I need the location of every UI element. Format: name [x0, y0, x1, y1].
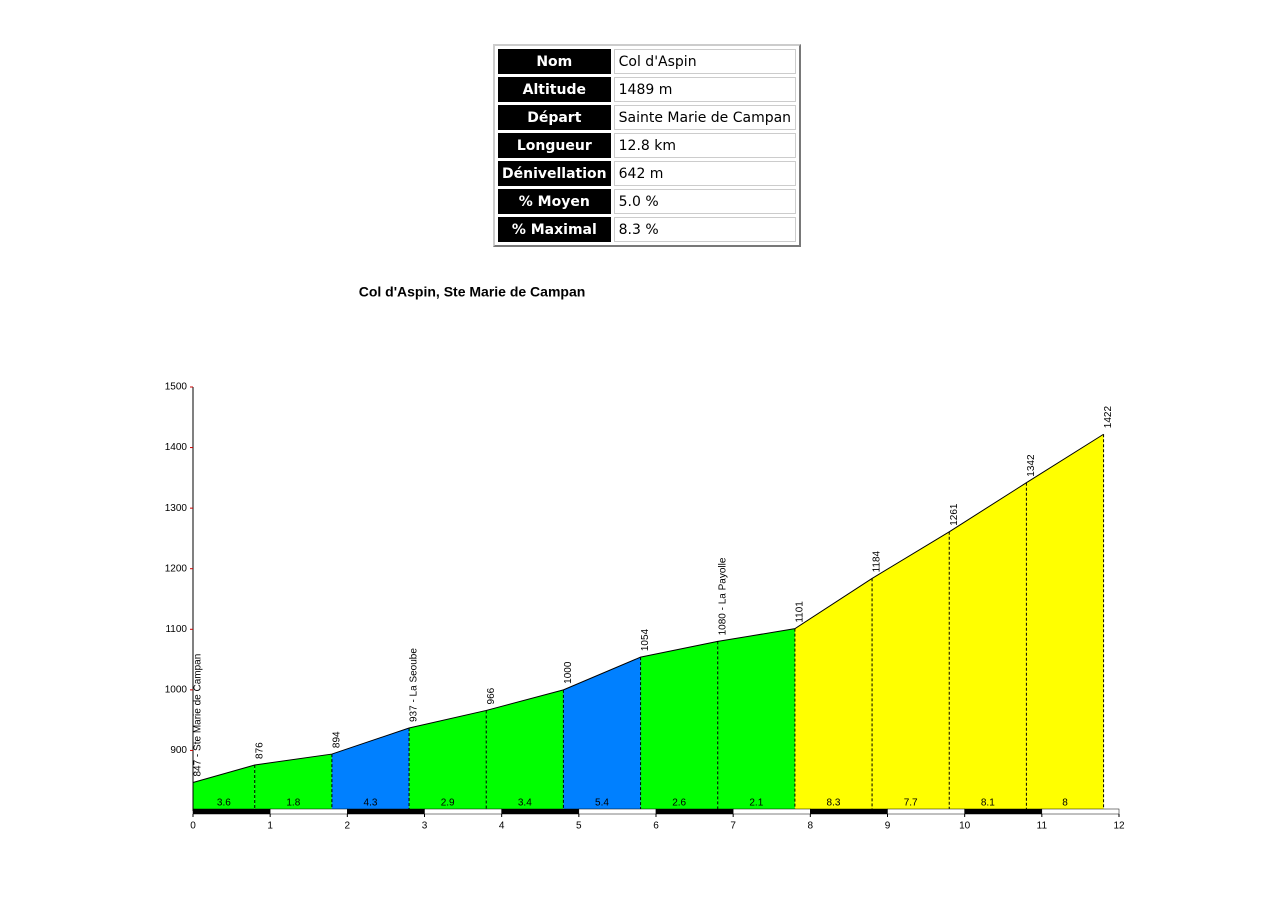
segment — [640, 641, 718, 811]
segment — [563, 657, 641, 811]
segment — [254, 754, 332, 811]
segment — [717, 628, 795, 811]
gradient-label: 3.4 — [518, 798, 532, 809]
x-tick-label: 3 — [422, 821, 428, 832]
x-tick-label: 9 — [885, 821, 891, 832]
segment — [949, 482, 1027, 811]
km-strip — [732, 808, 811, 815]
row-label: Longueur — [498, 133, 611, 158]
segment — [794, 578, 873, 811]
x-tick-label: 8 — [808, 821, 814, 832]
x-tick-label: 11 — [1037, 821, 1048, 832]
point-label: 876 — [254, 742, 265, 759]
x-tick-label: 12 — [1113, 821, 1125, 832]
gradient-label: 2.1 — [749, 798, 763, 809]
y-tick-label: 1500 — [165, 382, 188, 393]
km-strip — [192, 808, 271, 815]
row-label: % Maximal — [498, 217, 611, 242]
gradient-label: 2.9 — [441, 798, 455, 809]
row-label: Départ — [498, 105, 611, 130]
km-strip — [887, 808, 965, 815]
info-table: Nom Col d'Aspin Altitude 1489 m Départ Sainte… — [493, 44, 802, 247]
table-row: Départ Sainte Marie de Campan — [498, 105, 797, 130]
table-row: Nom Col d'Aspin — [498, 49, 797, 74]
y-tick-label: 1100 — [165, 624, 187, 635]
row-value: 12.8 km — [613, 133, 797, 158]
y-tick-label: 1000 — [165, 684, 188, 695]
km-strip — [655, 808, 734, 815]
profile-line — [192, 433, 1104, 784]
point-label: 894 — [332, 731, 343, 748]
chart-title: Col d'Aspin, Ste Marie de Campan — [359, 284, 586, 300]
km-strip — [964, 808, 1043, 815]
km-strip — [347, 808, 425, 815]
gradient-label: 5.4 — [595, 798, 609, 809]
row-value: 642 m — [613, 161, 797, 186]
row-value: 1489 m — [613, 77, 797, 102]
row-value: 8.3 % — [613, 217, 797, 242]
x-tick-label: 6 — [653, 821, 659, 832]
segment — [1026, 434, 1104, 811]
point-label: 937 - La Seoube — [409, 648, 420, 722]
segment — [872, 531, 950, 811]
gradient-label: 8.3 — [827, 798, 841, 809]
row-value: Sainte Marie de Campan — [613, 105, 797, 130]
x-tick-label: 7 — [730, 821, 736, 832]
table-row: Altitude 1489 m — [498, 77, 797, 102]
x-tick-label: 0 — [190, 821, 196, 832]
point-label: 1000 — [563, 661, 574, 684]
x-tick-label: 4 — [499, 821, 505, 832]
gradient-label: 7.7 — [904, 798, 918, 809]
segment — [331, 728, 410, 811]
row-label: Nom — [498, 49, 611, 74]
gradient-label: 3.6 — [217, 798, 231, 809]
point-label: 1101 — [795, 601, 806, 623]
point-label: 1184 — [872, 550, 883, 572]
gradient-label: 8.1 — [981, 798, 995, 809]
km-strip — [810, 808, 888, 815]
y-tick-label: 1400 — [165, 442, 188, 453]
km-strip — [424, 808, 502, 815]
table-row: % Moyen 5.0 % — [498, 189, 797, 214]
point-label: 1054 — [640, 628, 651, 651]
km-strip — [578, 808, 657, 815]
point-label: 847 - Ste Marie de Campan — [193, 654, 204, 777]
gradient-label: 2.6 — [672, 798, 686, 809]
segment — [193, 764, 255, 811]
table-row: % Maximal 8.3 % — [498, 217, 797, 242]
y-tick-label: 900 — [170, 745, 187, 756]
x-tick-label: 2 — [345, 821, 351, 832]
point-label: 1261 — [949, 503, 960, 526]
gradient-label: 4.3 — [364, 798, 378, 809]
y-tick-label: 1300 — [165, 503, 188, 514]
row-label: Dénivellation — [498, 161, 611, 186]
km-strip — [1041, 808, 1120, 815]
table-row: Longueur 12.8 km — [498, 133, 797, 158]
segment — [409, 710, 487, 811]
point-label: 1342 — [1026, 454, 1037, 477]
point-label: 966 — [486, 687, 497, 704]
gradient-label: 1.8 — [286, 798, 300, 809]
point-label: 1422 — [1103, 406, 1114, 429]
km-strip — [501, 808, 580, 815]
gradient-label: 8 — [1062, 798, 1068, 809]
km-strip — [269, 808, 348, 815]
row-label: Altitude — [498, 77, 611, 102]
row-label: % Moyen — [498, 189, 611, 214]
row-value: 5.0 % — [613, 189, 797, 214]
row-value: Col d'Aspin — [613, 49, 797, 74]
x-tick-label: 5 — [576, 821, 582, 832]
table-row: Dénivellation 642 m — [498, 161, 797, 186]
x-tick-label: 10 — [959, 821, 971, 832]
segment — [486, 689, 564, 811]
point-label: 1080 - La Payolle — [717, 557, 728, 635]
y-tick-label: 1200 — [165, 563, 188, 574]
x-tick-label: 1 — [267, 821, 273, 832]
